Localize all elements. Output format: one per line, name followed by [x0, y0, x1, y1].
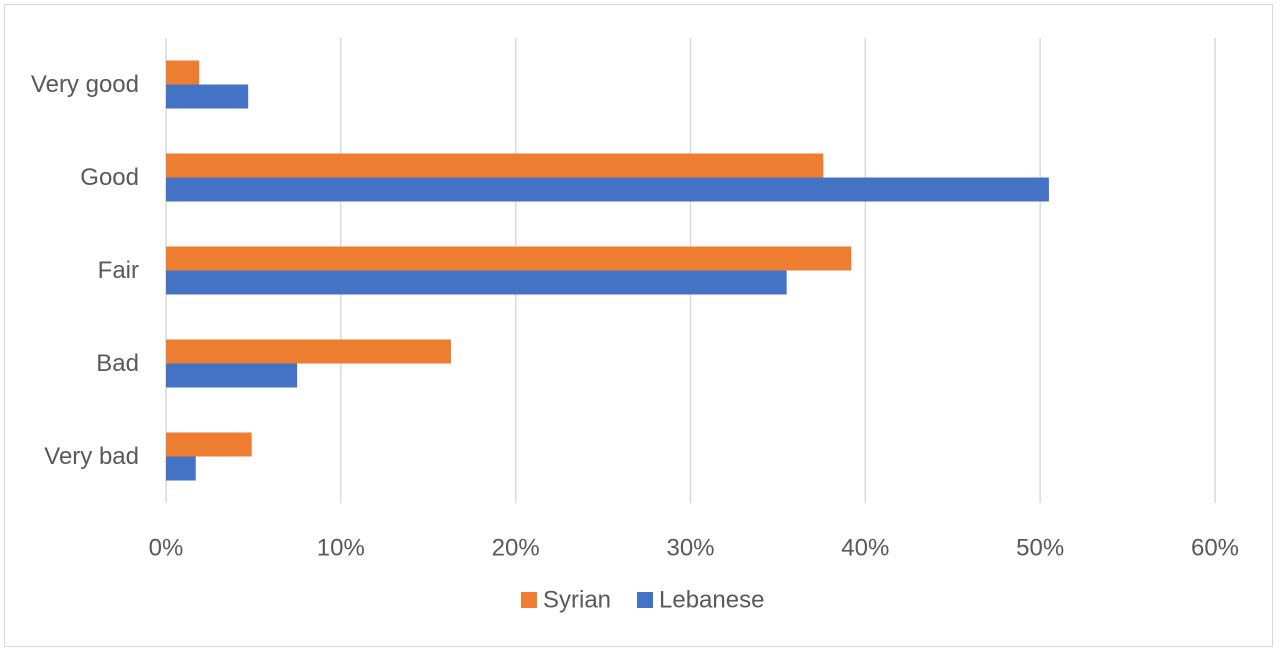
legend-label-syrian: Syrian	[543, 587, 611, 614]
category-label-good: Good	[80, 164, 139, 191]
legend-swatch-syrian	[521, 592, 537, 608]
legend: Syrian Lebanese	[521, 587, 764, 614]
gridlines	[165, 38, 1216, 503]
legend-swatch-lebanese	[637, 592, 653, 608]
bars	[166, 60, 1049, 481]
chart-frame	[4, 4, 1273, 647]
bar-lebanese-fair	[166, 270, 787, 295]
bar-lebanese-good	[166, 177, 1049, 202]
category-label-very-good: Very good	[31, 71, 139, 98]
x-tick-label: 30%	[666, 535, 714, 562]
x-tick-labels: 0% 10% 20% 30% 40% 50% 60%	[149, 535, 1239, 562]
bar-syrian-very-good	[166, 60, 200, 85]
x-tick-label: 20%	[492, 535, 540, 562]
bar-syrian-good	[166, 153, 824, 178]
bar-syrian-very-bad	[166, 432, 252, 457]
bar-lebanese-very-bad	[166, 456, 196, 481]
category-label-very-bad: Very bad	[44, 443, 139, 470]
bar-lebanese-very-good	[166, 84, 249, 109]
category-label-fair: Fair	[98, 257, 139, 284]
legend-label-lebanese: Lebanese	[659, 587, 764, 614]
x-tick-label: 50%	[1016, 535, 1064, 562]
bar-syrian-fair	[166, 246, 852, 271]
x-tick-label: 40%	[841, 535, 889, 562]
bar-syrian-bad	[166, 339, 451, 364]
category-labels: Very good Good Fair Bad Very bad	[31, 71, 139, 470]
x-tick-label: 0%	[149, 535, 184, 562]
category-label-bad: Bad	[96, 350, 139, 377]
x-tick-label: 60%	[1191, 535, 1239, 562]
x-tick-label: 10%	[317, 535, 365, 562]
bar-lebanese-bad	[166, 363, 298, 388]
